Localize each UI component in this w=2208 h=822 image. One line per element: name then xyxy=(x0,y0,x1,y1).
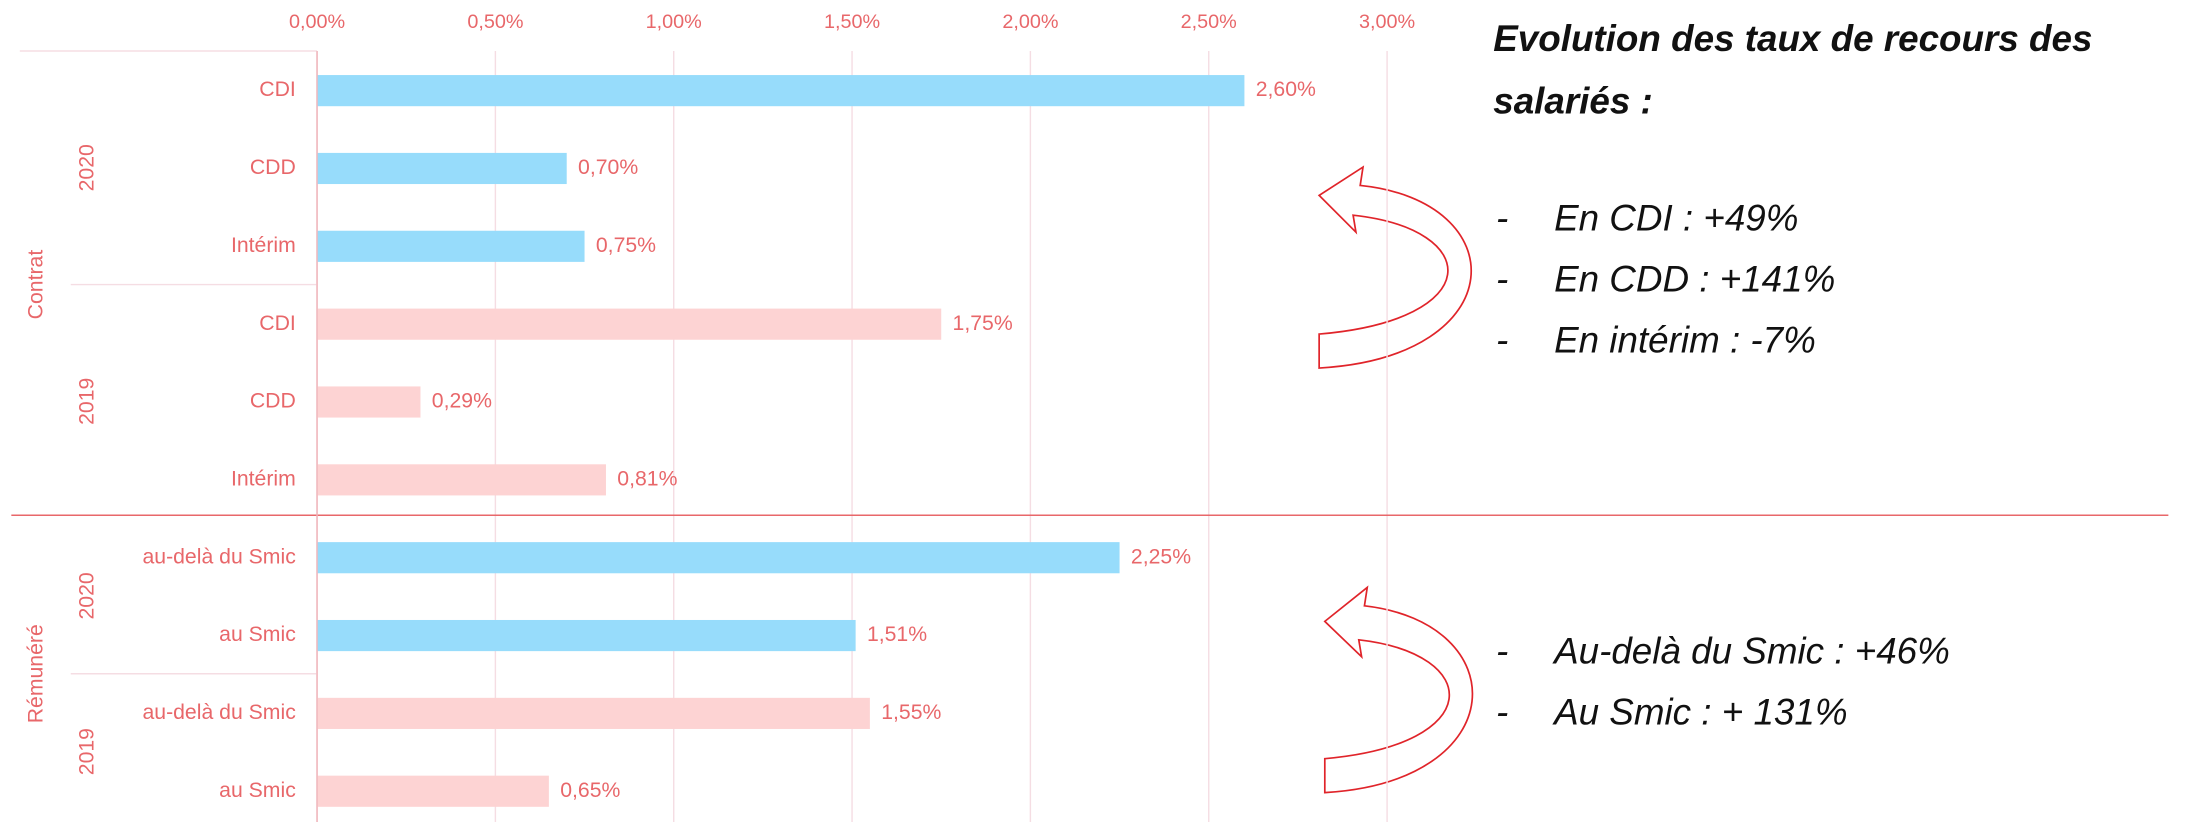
category-label: CDI xyxy=(259,78,296,101)
category-label: au-delà du Smic xyxy=(142,701,296,724)
value-label: 0,29% xyxy=(432,390,492,413)
note-marker: - xyxy=(1496,692,1508,733)
x-tick-label: 2,50% xyxy=(1181,11,1237,33)
category-label: au Smic xyxy=(219,779,296,802)
category-label: CDD xyxy=(250,390,296,413)
year-label: 2019 xyxy=(75,378,98,425)
bar xyxy=(317,464,606,496)
category-label: au-delà du Smic xyxy=(142,545,296,568)
x-tick-label: 2,00% xyxy=(1002,11,1058,33)
x-tick-label: 1,00% xyxy=(646,11,702,33)
note-marker: - xyxy=(1496,198,1508,239)
note-title: Evolution des taux de recours des salari… xyxy=(1493,17,2093,122)
bar xyxy=(317,75,1245,107)
category-label: CDD xyxy=(250,156,296,179)
value-label: 2,25% xyxy=(1131,545,1191,568)
note-text: Au-delà du Smic : +46% xyxy=(1552,631,1950,672)
year-label: 2020 xyxy=(75,144,98,191)
note-text: En CDD : +141% xyxy=(1554,258,1835,299)
note-marker: - xyxy=(1496,319,1508,360)
bar xyxy=(317,697,870,729)
note-marker: - xyxy=(1496,258,1508,299)
arrow-remuneration xyxy=(1323,585,1474,794)
note-title-box: Evolution des taux de recours des salari… xyxy=(1493,17,2093,122)
note-marker: - xyxy=(1496,631,1508,672)
x-tick-label: 3,00% xyxy=(1359,11,1415,33)
group-label: Contrat xyxy=(24,250,47,320)
note-text: En intérim : -7% xyxy=(1554,319,1816,360)
year-label: 2020 xyxy=(75,572,98,619)
group-label: Rémunéré xyxy=(24,624,47,723)
bar xyxy=(317,386,421,418)
bar xyxy=(317,619,856,652)
value-label: 0,81% xyxy=(617,467,677,490)
x-tick-label: 0,50% xyxy=(467,11,523,33)
value-label: 0,75% xyxy=(596,234,656,257)
value-label: 1,55% xyxy=(881,701,941,724)
note-text: Au Smic : + 131% xyxy=(1552,692,1848,733)
category-label: Intérim xyxy=(231,467,296,490)
bar xyxy=(317,542,1120,574)
category-label: Intérim xyxy=(231,234,296,257)
value-label: 2,60% xyxy=(1256,78,1316,101)
year-label: 2019 xyxy=(75,728,98,775)
value-label: 1,51% xyxy=(867,623,927,646)
bar xyxy=(317,230,585,262)
x-tick-label: 0,00% xyxy=(289,11,345,33)
value-label: 0,70% xyxy=(578,156,638,179)
value-label: 1,75% xyxy=(953,312,1013,335)
arrow-contrat xyxy=(1317,165,1473,369)
category-label: CDI xyxy=(259,312,296,335)
bar xyxy=(317,775,549,807)
bar xyxy=(317,308,942,340)
category-label: au Smic xyxy=(219,623,296,646)
bar xyxy=(317,152,567,185)
x-tick-label: 1,50% xyxy=(824,11,880,33)
note-text: En CDI : +49% xyxy=(1554,198,1798,239)
value-label: 0,65% xyxy=(560,779,620,802)
